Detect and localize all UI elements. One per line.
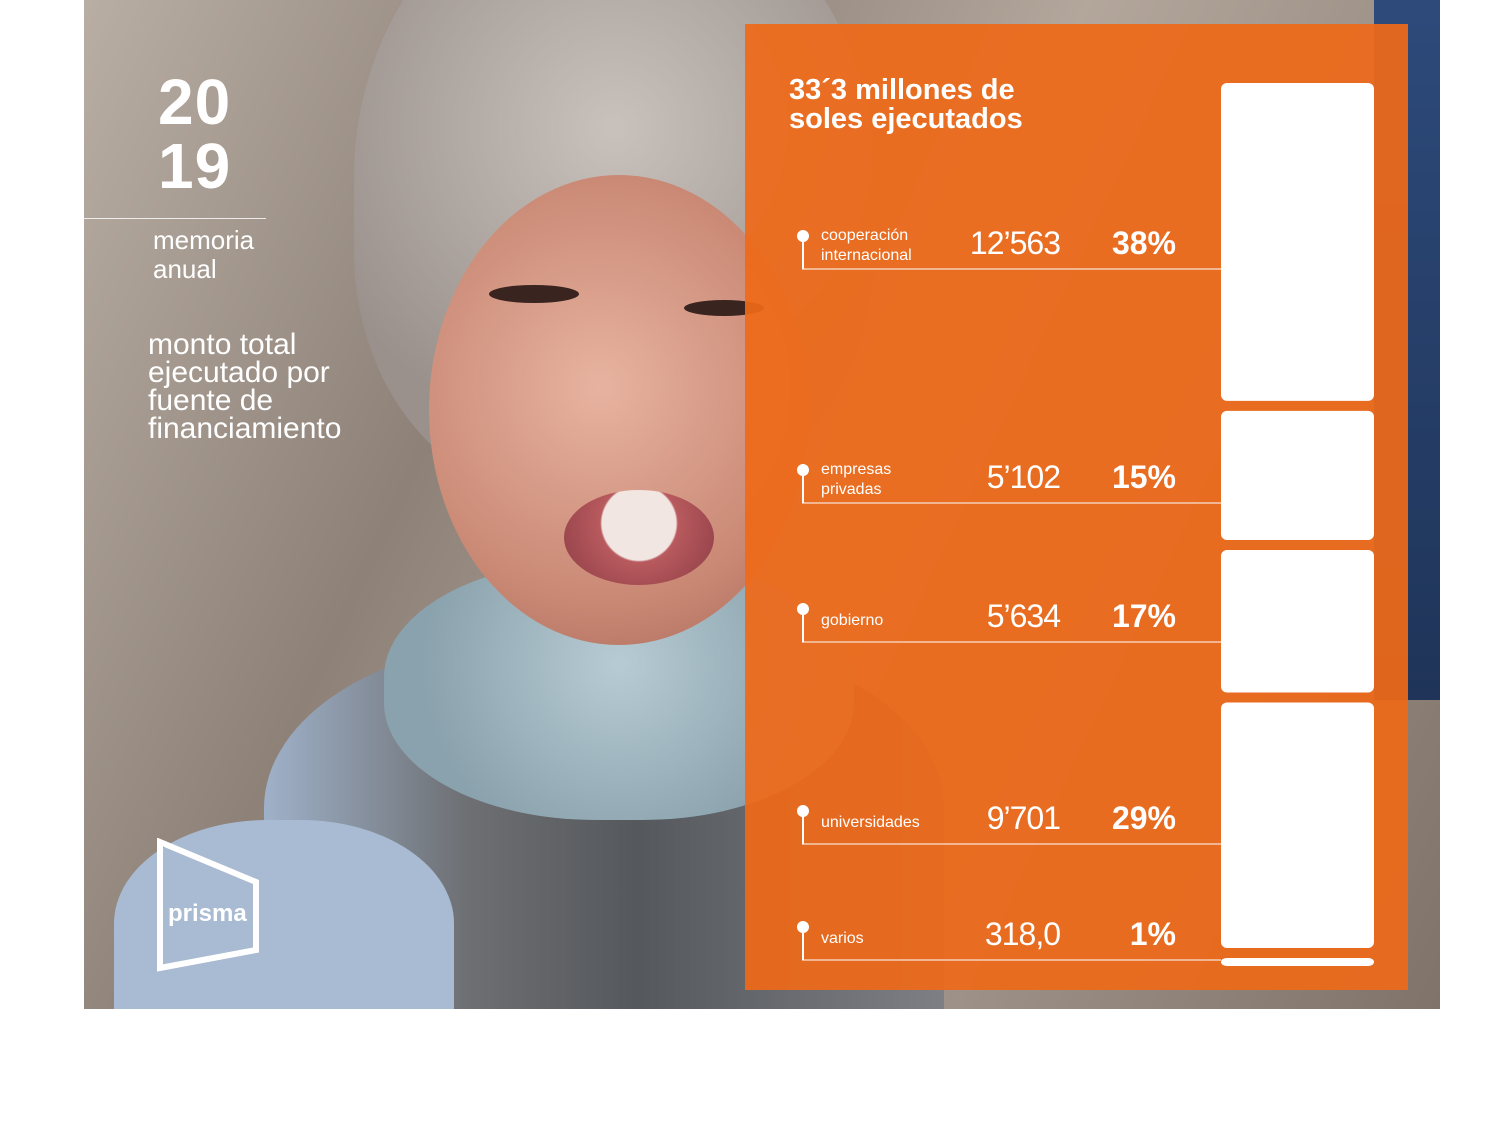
year-divider bbox=[84, 218, 266, 219]
photo-sleeve bbox=[114, 820, 454, 1009]
year-top: 20 bbox=[158, 66, 232, 138]
logo-text: prisma bbox=[168, 900, 247, 927]
value-label-gobierno: 5’634 bbox=[986, 598, 1061, 634]
category-label-line: empresas bbox=[821, 461, 892, 478]
subtitle-line-2: ejecutado por bbox=[148, 356, 330, 389]
category-label-universidades: universidades bbox=[821, 813, 951, 833]
photo-eye-left bbox=[489, 285, 579, 303]
percent-label-varios: 1% bbox=[1129, 916, 1176, 952]
report-line-1: memoria bbox=[153, 225, 255, 255]
report-year: 20 19 bbox=[158, 70, 231, 198]
photo-eye-right bbox=[684, 300, 764, 316]
value-label-universidades: 9’701 bbox=[986, 800, 1061, 836]
percent-label-gobierno: 17% bbox=[1111, 598, 1176, 634]
category-label-empresas: empresas privadas bbox=[821, 460, 951, 500]
category-label-line: universidades bbox=[821, 814, 920, 831]
report-type: memoria anual bbox=[153, 226, 254, 284]
category-label-line: gobierno bbox=[821, 612, 884, 629]
category-label-line: varios bbox=[821, 930, 864, 947]
subtitle-line-3: fuente de bbox=[148, 384, 274, 417]
category-label-cooperacion: cooperación internacional bbox=[821, 226, 951, 266]
report-line-2: anual bbox=[153, 254, 217, 284]
year-bottom: 19 bbox=[158, 130, 232, 202]
category-label-varios: varios bbox=[821, 929, 951, 949]
category-label-gobierno: gobierno bbox=[821, 611, 951, 631]
chart-panel bbox=[745, 24, 1408, 990]
category-label-line: cooperación bbox=[821, 227, 909, 244]
chart-title-line-2: soles ejecutados bbox=[789, 103, 1023, 135]
chart-title-line-1: 33´3 millones de bbox=[789, 74, 1015, 106]
prisma-logo-icon bbox=[157, 838, 259, 972]
category-label-line: privadas bbox=[821, 481, 882, 498]
value-label-varios: 318,0 bbox=[984, 916, 1061, 952]
subtitle-line-1: monto total bbox=[148, 328, 297, 361]
category-label-line: internacional bbox=[821, 247, 912, 264]
percent-label-cooperacion: 38% bbox=[1111, 225, 1176, 261]
photo-mouth bbox=[564, 490, 714, 585]
value-label-cooperacion: 12’563 bbox=[969, 225, 1061, 261]
value-label-empresas: 5’102 bbox=[986, 459, 1061, 495]
percent-label-universidades: 29% bbox=[1111, 800, 1176, 836]
page-subtitle: monto total ejecutado por fuente de fina… bbox=[148, 328, 408, 445]
subtitle-line-4: financiamiento bbox=[148, 412, 342, 445]
chart-title: 33´3 millones de soles ejecutados bbox=[789, 76, 1023, 134]
percent-label-empresas: 15% bbox=[1111, 459, 1176, 495]
